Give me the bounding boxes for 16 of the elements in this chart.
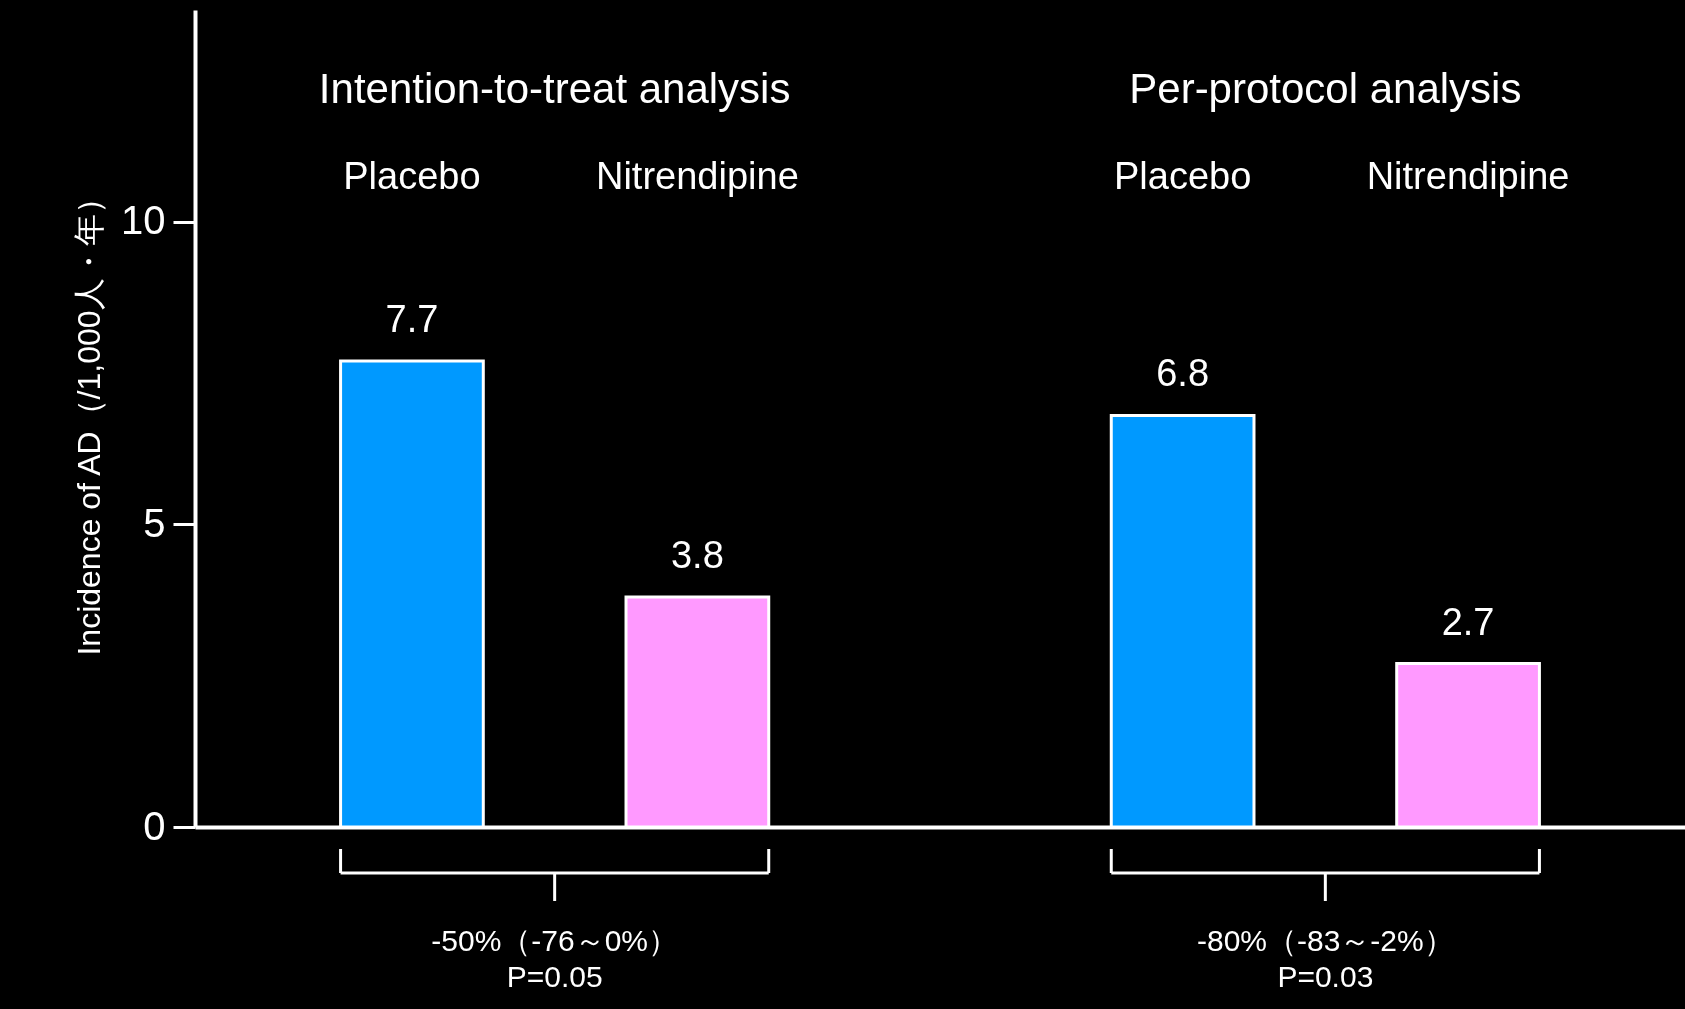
y-tick-label: 10 (121, 198, 166, 243)
data-label: 7.7 (385, 298, 439, 341)
y-axis-title: Incidence of AD（/1,000人・年） (71, 182, 108, 656)
y-tick-label: 5 (143, 500, 166, 545)
x-tick-label: Nitrendipine (1366, 155, 1570, 197)
x-tick-label: Placebo (343, 155, 481, 197)
x-tick-label: Nitrendipine (595, 155, 799, 197)
annotation: Intention-to-treat analysis (318, 65, 791, 112)
data-label: 2.7 (1441, 600, 1495, 643)
text: -80%（-83～-2%） P=0.03 (1196, 924, 1454, 993)
text: -50%（-76～0%） P=0.05 (431, 924, 679, 993)
y-tick-label: 0 (143, 803, 166, 848)
annotation: Per-protocol analysis (1129, 65, 1522, 112)
data-label: 3.8 (670, 534, 724, 577)
x-tick-label: Placebo (1113, 155, 1252, 197)
data-label: 6.8 (1156, 352, 1210, 395)
